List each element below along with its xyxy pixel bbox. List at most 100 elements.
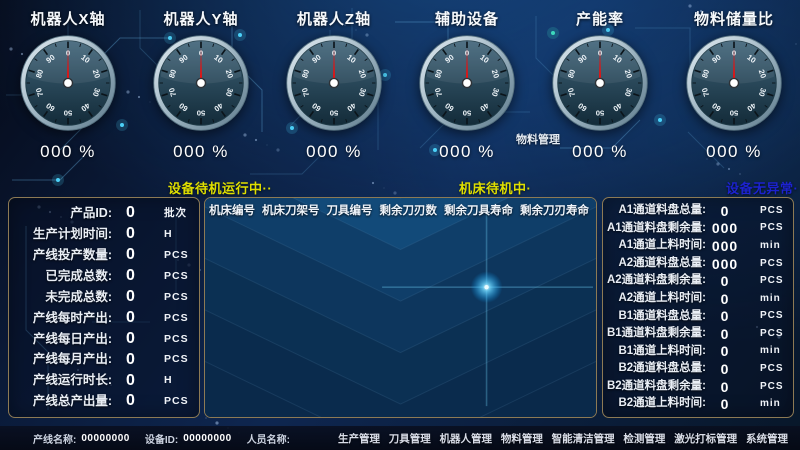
row-label: 已完成总数: — [45, 268, 112, 283]
row-value: 0 — [720, 396, 730, 413]
gauge-dial: 0102030405060708090 — [20, 35, 116, 131]
row-unit: PCS — [164, 353, 189, 366]
gauge-needle — [332, 47, 336, 85]
row-unit: PCS — [760, 204, 784, 216]
row-value: 0 — [720, 290, 730, 307]
data-row: 产线总产出量: 0 PCS — [9, 393, 199, 409]
row-value: 0 — [126, 350, 136, 368]
row-label: 未完成总数: — [45, 289, 112, 304]
row-unit: PCS — [164, 248, 189, 261]
svg-text:10: 10 — [611, 53, 623, 65]
svg-text:30: 30 — [224, 87, 235, 98]
svg-text:10: 10 — [79, 53, 91, 65]
row-unit: min — [760, 345, 781, 357]
row-unit: min — [760, 239, 781, 251]
svg-text:90: 90 — [710, 53, 722, 65]
footer-info-item: 产线名称: 00000000 — [33, 431, 130, 446]
svg-text:10: 10 — [345, 53, 357, 65]
footer-menu-item-6[interactable]: 检测管理 — [623, 432, 666, 445]
gauge-dial: 0102030405060708090 — [686, 35, 782, 131]
gauge-needle — [66, 47, 70, 85]
gauge-value: 000 % — [572, 142, 628, 161]
svg-text:20: 20 — [757, 68, 768, 79]
row-label: A1通道上料时间: — [618, 239, 706, 252]
row-label: 生产计划时间: — [32, 227, 112, 242]
data-row: B2通道料盘剩余量: 0 PCS — [603, 380, 793, 394]
svg-text:70: 70 — [34, 87, 45, 98]
data-row: 未完成总数: 0 PCS — [9, 289, 199, 305]
svg-text:90: 90 — [44, 53, 56, 65]
svg-text:60: 60 — [443, 101, 455, 113]
row-value: 0 — [720, 308, 730, 325]
data-row: 产线投产数量: 0 PCS — [9, 247, 199, 263]
data-row: B1通道料盘总量: 0 PCS — [603, 309, 793, 323]
row-unit: min — [760, 292, 781, 304]
svg-text:60: 60 — [710, 101, 722, 113]
svg-text:70: 70 — [700, 87, 711, 98]
footer-info-label: 产线名称: — [33, 434, 77, 446]
svg-text:10: 10 — [212, 53, 224, 65]
row-label: 产线投产数量: — [32, 247, 112, 262]
row-unit: PCS — [760, 362, 784, 374]
svg-text:40: 40 — [79, 101, 91, 113]
footer-menu-item-8[interactable]: 系统管理 — [745, 432, 788, 445]
data-row: A1通道料盘剩余量: 000 PCS — [603, 221, 793, 235]
footer-menu-item-4[interactable]: 物料管理 — [500, 432, 543, 445]
svg-text:90: 90 — [443, 53, 455, 65]
footer-bar: 产线名称: 00000000 设备ID: 00000000 人员名称: 生产管理 刀具管理… — [0, 426, 800, 450]
gauge-value: 000 % — [40, 142, 96, 161]
row-value: 000 — [711, 237, 739, 254]
footer-menu-item-3[interactable]: 机器人管理 — [439, 432, 493, 445]
row-label: B2通道上料时间: — [618, 397, 706, 410]
row-label: B2通道料盘剩余量: — [606, 379, 706, 392]
row-value: 0 — [720, 343, 730, 360]
svg-text:50: 50 — [463, 108, 472, 117]
footer-info: 产线名称: 00000000 设备ID: 00000000 人员名称: — [33, 431, 295, 446]
row-value: 0 — [126, 308, 136, 326]
footer-menu-item-1[interactable]: 生产管理 — [338, 432, 380, 445]
row-unit: PCS — [760, 222, 784, 234]
row-unit: min — [760, 398, 781, 410]
gauge-1: 机器人X轴0102030405060708090000 % — [1, 8, 135, 162]
row-label: 产线总产出量: — [32, 394, 112, 409]
row-label: A2通道料盘剩余量: — [606, 274, 706, 287]
row-unit: PCS — [164, 395, 189, 408]
gauge-value: 000 % — [706, 142, 762, 161]
data-row: A2通道上料时间: 0 min — [603, 292, 793, 306]
footer-menu-item-2[interactable]: 刀具管理 — [388, 432, 431, 445]
row-unit: PCS — [760, 327, 784, 339]
row-value: 0 — [126, 267, 136, 285]
gauge-needle-cap — [594, 77, 606, 89]
row-unit: PCS — [760, 257, 784, 269]
svg-text:80: 80 — [700, 68, 711, 79]
svg-text:70: 70 — [566, 87, 577, 98]
row-value: 0 — [126, 225, 136, 243]
data-row: A1通道料盘总量: 0 PCS — [603, 204, 793, 218]
row-value: 0 — [126, 204, 136, 222]
svg-text:20: 20 — [224, 68, 235, 79]
svg-text:40: 40 — [478, 101, 490, 113]
gauge-4: 辅助设备0102030405060708090000 % — [400, 8, 534, 162]
row-label: 产线运行时长: — [32, 373, 112, 388]
gauge-needle — [465, 47, 469, 85]
footer-menu-item-7[interactable]: 激光打标管理 — [674, 432, 738, 445]
svg-text:30: 30 — [91, 87, 102, 98]
gauge-value: 000 % — [439, 142, 495, 161]
gauge-2: 机器人Y轴0102030405060708090000 % — [134, 8, 268, 162]
row-value: 0 — [126, 288, 136, 305]
row-label: B2通道料盘总量: — [618, 362, 706, 375]
row-label: A2通道上料时间: — [618, 291, 706, 304]
svg-text:30: 30 — [490, 87, 501, 98]
svg-text:30: 30 — [357, 87, 368, 98]
table-column-header: 机床编号 — [209, 205, 255, 217]
gauge-title: 机器人Y轴 — [163, 11, 239, 28]
row-label: B1通道上料时间: — [618, 344, 706, 357]
chevron-pattern — [205, 198, 596, 417]
row-value: 000 — [711, 255, 739, 272]
data-row: B2通道上料时间: 0 min — [603, 397, 793, 411]
footer-menu-item-5[interactable]: 智能清洁管理 — [551, 432, 615, 445]
svg-text:50: 50 — [197, 108, 206, 117]
row-label: 产线每时产出: — [32, 310, 112, 325]
gauge-value: 000 % — [173, 142, 229, 161]
